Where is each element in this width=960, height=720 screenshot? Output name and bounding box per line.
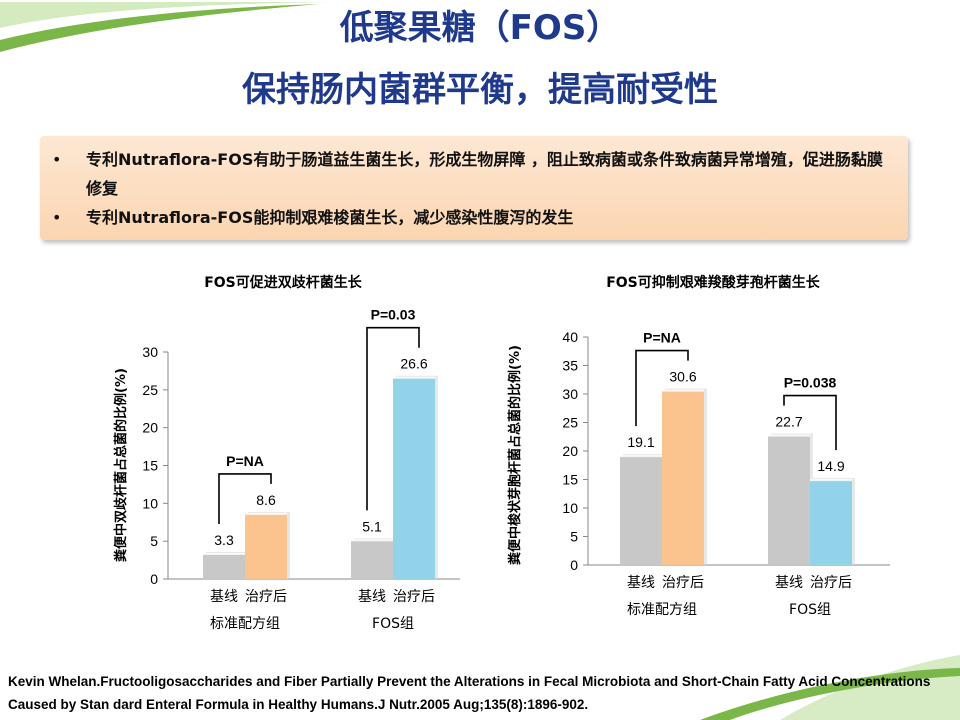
bar [662, 390, 704, 565]
bar-value-label: 22.7 [775, 414, 802, 430]
y-tick-label: 30 [562, 386, 578, 402]
significance-bracket [366, 326, 420, 511]
bar-category-label: 治疗后 [245, 589, 287, 605]
significance-bracket [635, 349, 689, 427]
slide-title-line2: 保持肠内菌群平衡，提高耐受性 [242, 70, 718, 110]
bar-value-label: 19.1 [627, 434, 654, 450]
bar-category-label: 基线 [210, 588, 238, 605]
bar-value-label: 8.6 [256, 492, 276, 508]
clostridium-chart: FOS可抑制艰难羧酸芽孢杆菌生长 0 5 10 15 20 25 30 35 40 粪便中梭状芽胞杆… [507, 274, 890, 618]
chart-title: FOS可抑制艰难羧酸芽孢杆菌生长 [606, 274, 821, 291]
bar [810, 480, 852, 565]
y-tick-label: 15 [562, 472, 578, 488]
y-tick-label: 15 [142, 458, 158, 474]
bar [245, 513, 287, 579]
chart-title: FOS可促进双歧杆菌生长 [204, 274, 363, 291]
bar-value-label: 30.6 [669, 369, 696, 385]
bifidobacteria-chart: FOS可促进双歧杆菌生长 0 5 10 15 20 25 30 粪便中双歧杆菌占总菌的比例(%)… [113, 274, 460, 632]
y-tick-label: 35 [562, 358, 578, 374]
y-tick-label: 0 [570, 557, 578, 573]
y-tick-label: 25 [562, 415, 578, 431]
bar [351, 540, 393, 579]
p-value-label: P=0.03 [371, 307, 416, 323]
y-tick-label: 40 [562, 329, 578, 345]
y-axis-label: 粪便中梭状芽胞杆菌占总菌的比例(%) [507, 345, 523, 565]
bar-category-label: 基线 [775, 574, 803, 591]
y-tick-label: 5 [150, 533, 158, 549]
y-tick-label: 30 [142, 344, 158, 360]
significance-bracket [783, 394, 837, 451]
group-label: 标准配方组 [210, 616, 280, 632]
y-tick-label: 25 [142, 382, 158, 398]
group-label: FOS组 [372, 616, 414, 632]
bar [203, 554, 245, 579]
p-value-label: P=0.038 [784, 375, 837, 391]
bullet-item-2: 专利Nutraflora-FOS能抑制艰难梭菌生长，减少感染性腹泻的发生 [52, 203, 892, 232]
y-tick-label: 0 [150, 571, 158, 587]
bar-value-label: 3.3 [214, 532, 234, 548]
y-tick-label: 10 [562, 500, 578, 516]
bar-category-label: 治疗后 [810, 575, 852, 591]
bar-category-label: 治疗后 [393, 589, 435, 605]
y-axis-label: 粪便中双歧杆菌占总菌的比例(%) [113, 368, 129, 562]
bar [393, 377, 435, 579]
slide-title-line1: 低聚果糖（FOS） [339, 8, 621, 48]
bar-category-label: 基线 [358, 588, 386, 605]
bar-value-label: 5.1 [362, 518, 382, 534]
p-value-label: P=NA [643, 330, 681, 346]
bullet-list: 专利Nutraflora-FOS有助于肠道益生菌生长，形成生物屏障 ，阻止致病菌… [52, 145, 892, 232]
bar-value-label: 26.6 [400, 356, 427, 372]
bar [768, 435, 810, 565]
bar-category-label: 基线 [627, 574, 655, 591]
bar [620, 456, 662, 565]
bullet-item-1: 专利Nutraflora-FOS有助于肠道益生菌生长，形成生物屏障 ，阻止致病菌… [52, 145, 892, 203]
highlight-box: 专利Nutraflora-FOS有助于肠道益生菌生长，形成生物屏障 ，阻止致病菌… [40, 136, 908, 240]
bar-category-label: 治疗后 [662, 575, 704, 591]
citation-text: Kevin Whelan.Fructooligosaccharides and … [8, 674, 931, 712]
y-tick-label: 5 [570, 529, 578, 545]
y-tick-label: 10 [142, 495, 158, 511]
group-label: 标准配方组 [627, 602, 697, 618]
y-tick-label: 20 [562, 443, 578, 459]
p-value-label: P=NA [226, 453, 264, 469]
significance-bracket [218, 473, 272, 525]
group-label: FOS组 [789, 602, 831, 618]
bar-value-label: 14.9 [817, 458, 844, 474]
y-tick-label: 20 [142, 420, 158, 436]
